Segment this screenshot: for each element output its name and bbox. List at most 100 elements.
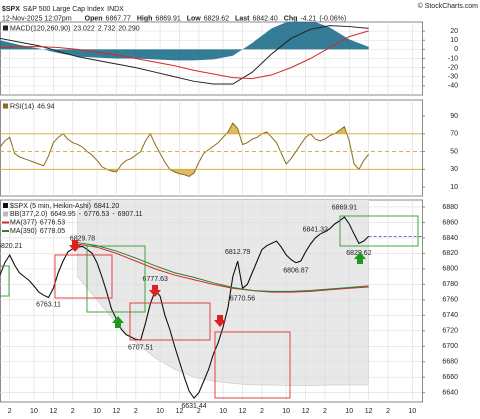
plot-area	[0, 100, 422, 196]
y-tick-label: -20	[448, 64, 458, 71]
x-tick-label: 2	[323, 408, 327, 415]
legend-text: 6907.11	[118, 211, 143, 218]
series-line	[0, 216, 370, 400]
y-tick-label: 6840	[442, 235, 458, 242]
legend-text: 6829.62	[204, 15, 229, 22]
signal-marker	[129, 302, 211, 341]
legend-text: BB(377,2.0)	[10, 211, 47, 218]
y-tick-label: 6720	[442, 328, 458, 335]
y-tick-label: 6820	[442, 250, 458, 257]
x-tick-label: 12	[113, 408, 121, 415]
x-tick-label: 10	[156, 408, 164, 415]
series-line	[0, 30, 369, 80]
series-line	[0, 122, 370, 178]
y-tick-label: 6800	[442, 266, 458, 273]
price-annotation: 6763.11	[36, 301, 61, 308]
x-tick-label: 2	[386, 408, 390, 415]
x-tick-label: 12	[176, 408, 184, 415]
signal-marker	[214, 315, 226, 327]
legend-text: 6649.95	[50, 211, 75, 218]
y-tick-label: 6780	[442, 281, 458, 288]
price-annotation: 6777.63	[143, 276, 168, 283]
legend-text: $SPX	[2, 6, 20, 13]
price-annotation: 6631.44	[181, 403, 206, 410]
x-tick-label: 12	[365, 408, 373, 415]
x-tick-label: 10	[30, 408, 38, 415]
y-tick-label: 10	[450, 37, 458, 44]
legend-text: 12-Nov-2025 12:07pm	[2, 15, 72, 22]
x-tick-label: 2	[71, 408, 75, 415]
legend-text: High	[137, 15, 153, 22]
legend-text: MA(390)	[10, 228, 37, 235]
x-tick-label: 12	[302, 408, 310, 415]
price-annotation: 6812.79	[225, 249, 250, 256]
x-tick-label: 10	[408, 408, 416, 415]
legend-text: 23.022	[73, 25, 95, 32]
x-tick-label: 12	[239, 408, 247, 415]
y-tick-label: -10	[448, 55, 458, 62]
price-annotation: 6869.91	[332, 205, 357, 212]
signal-marker	[339, 215, 419, 247]
signal-marker	[86, 245, 146, 313]
legend-text: 6776.53	[40, 219, 65, 226]
extreme-fill	[226, 123, 347, 134]
signal-marker	[0, 265, 10, 297]
legend-text: 6869.91	[155, 15, 180, 22]
x-tick-label: 10	[282, 408, 290, 415]
legend-text: -	[112, 211, 115, 218]
y-tick-label: 6660	[442, 374, 458, 381]
x-tick-label: 10	[93, 408, 101, 415]
legend-icon	[3, 103, 8, 109]
signal-marker	[112, 316, 124, 328]
legend-text: 6842.40	[252, 15, 277, 22]
price-annotation: 6770.56	[230, 296, 255, 303]
legend-icon	[3, 203, 8, 208]
legend-text: 20.290	[118, 25, 140, 32]
legend-text: 46.94	[37, 103, 55, 110]
legend-text: Chg	[284, 15, 298, 22]
legend-text: INDX	[107, 6, 124, 13]
legend-text: MA(377)	[10, 219, 37, 226]
y-tick-label: 90	[450, 113, 458, 120]
y-tick-label: 6700	[442, 343, 458, 350]
source: © StockCharts.com	[418, 2, 479, 10]
legend-text: 6778.05	[40, 228, 65, 235]
legend-text: $SPX (5 min, Heikin-Ashi)	[10, 203, 91, 210]
y-tick-label: 6860	[442, 219, 458, 226]
legend-text: 6841.20	[94, 203, 119, 210]
plot-area	[0, 22, 422, 95]
legend-text: MACD(120,260,90)	[10, 25, 70, 32]
y-tick-label: -30	[448, 74, 458, 81]
price-annotation: 6820.21	[0, 243, 22, 250]
y-tick-label: 6640	[442, 390, 458, 397]
series-line	[77, 242, 369, 292]
x-tick-label: 12	[49, 408, 57, 415]
signal-marker	[214, 331, 291, 399]
legend-text: 6867.77	[106, 15, 131, 22]
y-tick-label: 6680	[442, 359, 458, 366]
legend-text: -	[79, 211, 82, 218]
series-line	[0, 25, 369, 85]
legend-text: (-0.06%)	[319, 15, 346, 22]
y-tick-label: 0	[454, 46, 458, 53]
legend-text: S&P 500 Large Cap Index	[23, 6, 105, 13]
y-tick-label: 70	[450, 131, 458, 138]
legend-text: 6776.53	[84, 211, 109, 218]
plot-area	[0, 200, 422, 402]
y-tick-label: 6760	[442, 297, 458, 304]
legend-text: RSI(14)	[10, 103, 34, 110]
x-tick-label: 2	[197, 408, 201, 415]
legend-text: 2.732	[98, 25, 116, 32]
histogram-area	[0, 22, 369, 61]
legend-text: -4.21	[300, 15, 316, 22]
y-tick-label: 30	[450, 166, 458, 173]
y-tick-label: 20	[450, 28, 458, 35]
x-tick-label: 2	[260, 408, 264, 415]
price-annotation: 6841.32	[303, 227, 328, 234]
y-tick-label: 6740	[442, 312, 458, 319]
y-tick-label: 10	[450, 184, 458, 191]
signal-marker	[149, 285, 161, 297]
signal-marker	[69, 240, 81, 252]
y-tick-label: -40	[448, 83, 458, 90]
